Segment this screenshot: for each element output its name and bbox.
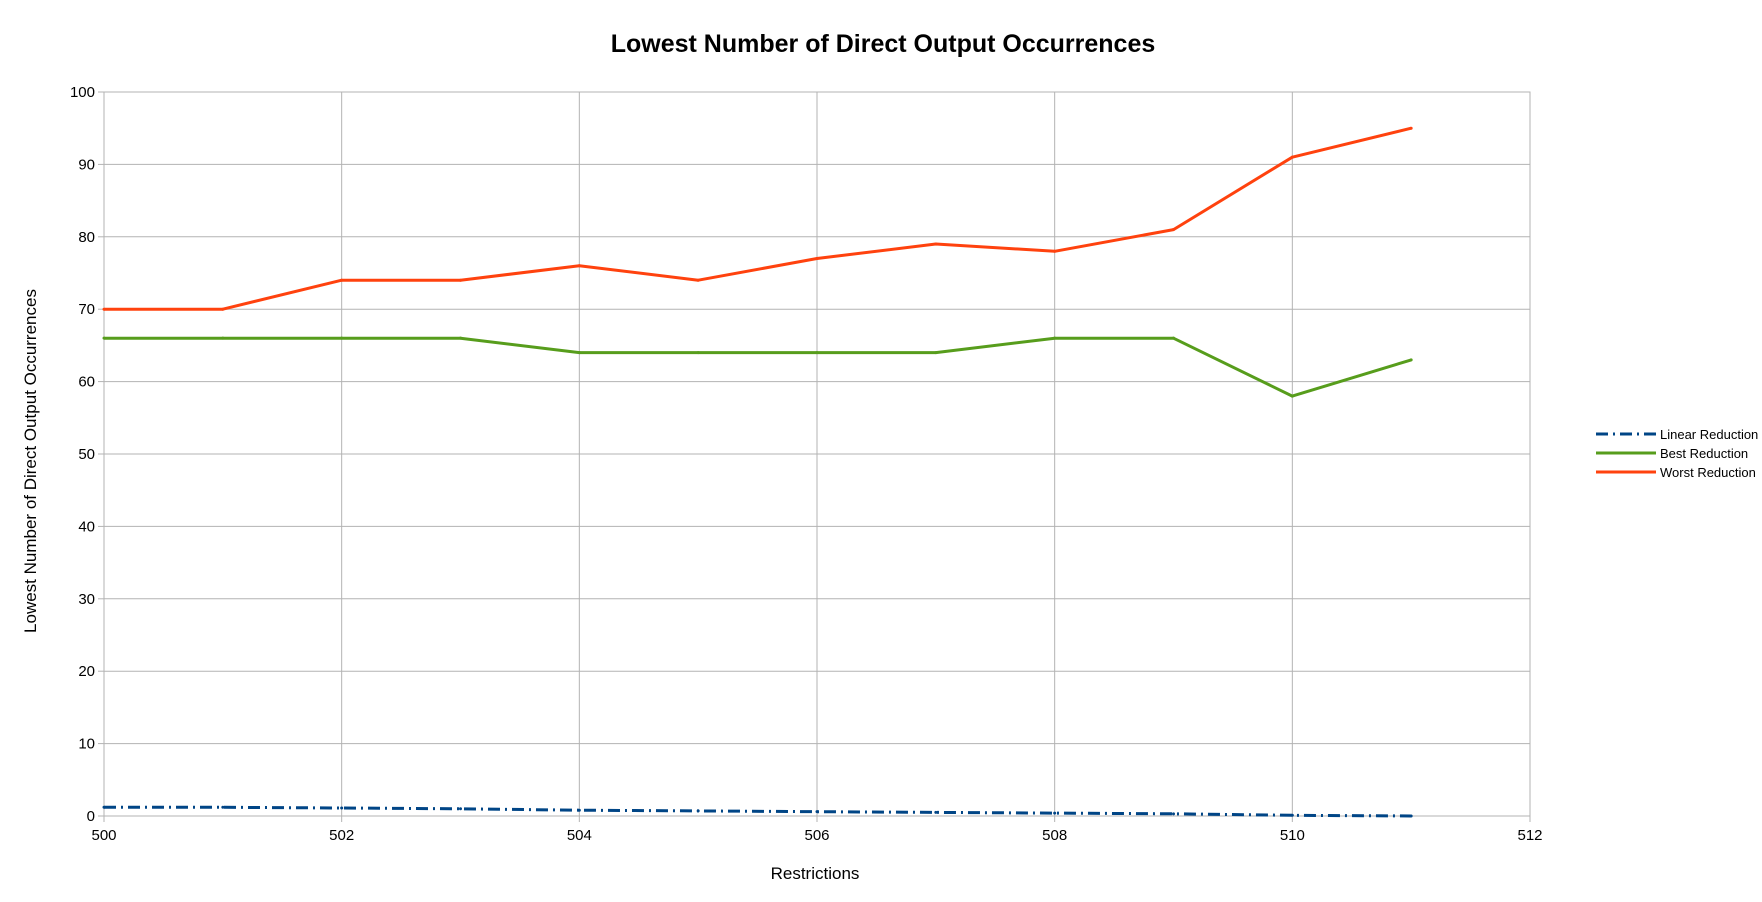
y-tick-label: 90 [78,156,95,173]
data-point-worst-reduction [696,278,700,282]
x-axis-ticks: 500 502 504 506 508 510 512 [91,816,1543,844]
legend-label-best-reduction: Best Reduction [1660,446,1748,461]
data-point-linear-reduction [1053,811,1057,815]
y-tick-label: 80 [78,229,95,246]
data-point-linear-reduction [1172,812,1175,816]
chart-title: Lowest Number of Direct Output Occurrenc… [611,30,1156,58]
data-point-best-reduction [102,336,106,340]
data-point-best-reduction [1409,358,1413,362]
x-tick-label: 510 [1280,827,1305,844]
data-point-best-reduction [577,351,581,355]
data-point-linear-reduction [1290,813,1294,817]
data-point-best-reduction [340,336,344,340]
data-point-worst-reduction [1053,249,1057,253]
data-point-best-reduction [459,336,462,340]
data-point-worst-reduction [459,278,462,282]
y-axis-ticks: 0 10 20 30 40 50 60 70 80 90 100 [70,84,104,825]
data-point-worst-reduction [815,257,819,261]
legend: Linear Reduction Best Reduction Worst Redu… [1596,427,1758,480]
data-point-worst-reduction [577,264,581,268]
y-tick-label: 70 [78,301,95,318]
data-point-worst-reduction [340,278,344,282]
data-point-best-reduction [934,351,938,355]
y-axis-label: Lowest Number of Direct Output Occurrenc… [21,289,40,633]
y-tick-label: 50 [78,446,95,463]
data-point-worst-reduction [934,242,938,246]
y-tick-label: 20 [78,663,95,680]
data-point-worst-reduction [1172,228,1175,232]
data-point-worst-reduction [221,307,225,311]
data-point-worst-reduction [1290,155,1294,159]
y-tick-label: 40 [78,518,95,535]
y-tick-label: 0 [87,808,95,825]
data-point-best-reduction [1290,394,1294,398]
data-point-linear-reduction [459,807,462,811]
x-tick-label: 504 [567,827,592,844]
data-point-worst-reduction [102,307,106,311]
data-point-linear-reduction [696,809,700,813]
x-tick-label: 502 [329,827,354,844]
data-point-linear-reduction [1409,814,1413,818]
x-tick-label: 508 [1042,827,1067,844]
series-line-linear-reduction [104,805,1412,818]
data-point-linear-reduction [577,808,581,812]
series-layer [102,126,1413,818]
x-tick-label: 500 [91,827,116,844]
data-point-linear-reduction [221,805,225,809]
x-axis-label: Restrictions [771,864,860,883]
data-point-best-reduction [815,351,819,355]
x-tick-label: 506 [804,827,829,844]
data-point-linear-reduction [340,806,344,810]
data-point-best-reduction [1053,336,1057,340]
data-point-linear-reduction [815,810,819,814]
y-tick-label: 100 [70,84,95,101]
data-point-best-reduction [221,336,225,340]
y-tick-label: 60 [78,374,95,391]
data-point-worst-reduction [1409,126,1413,130]
legend-label-linear-reduction: Linear Reduction [1660,427,1758,442]
legend-label-worst-reduction: Worst Reduction [1660,465,1756,480]
data-point-best-reduction [696,351,700,355]
x-tick-label: 512 [1517,827,1542,844]
data-point-best-reduction [1172,336,1175,340]
data-point-linear-reduction [934,810,938,814]
y-tick-label: 30 [78,591,95,608]
series-line-worst-reduction [104,126,1412,311]
data-point-linear-reduction [102,805,106,809]
y-tick-label: 10 [78,736,95,753]
series-line-best-reduction [104,336,1412,398]
